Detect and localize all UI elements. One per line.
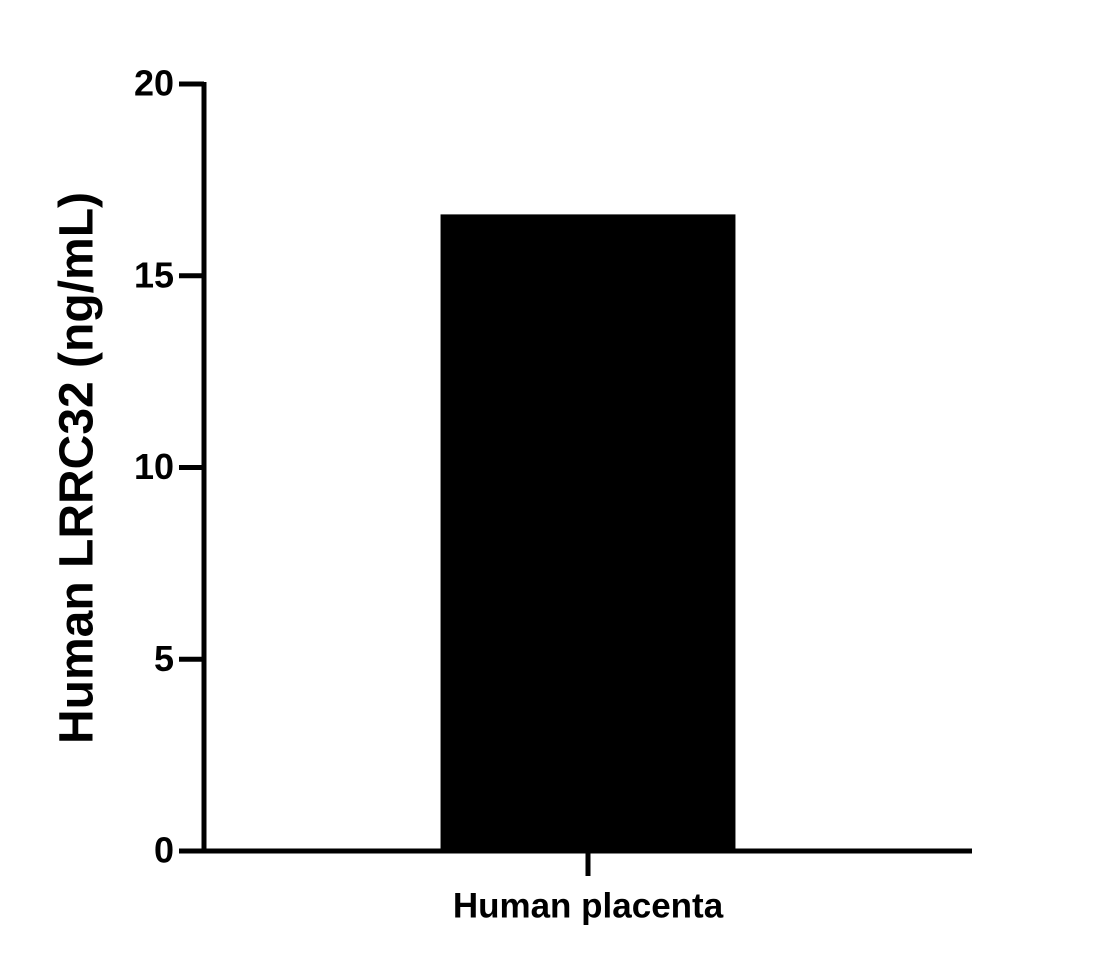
y-tick-label: 5 — [154, 638, 174, 679]
y-tick-label: 15 — [134, 254, 174, 295]
y-tick-label: 0 — [154, 830, 174, 871]
y-tick-label: 10 — [134, 446, 174, 487]
x-tick-label: Human placenta — [453, 886, 724, 925]
y-axis-title: Human LRRC32 (ng/mL) — [51, 192, 104, 744]
y-tick-label: 20 — [134, 63, 174, 104]
bar — [440, 214, 736, 851]
